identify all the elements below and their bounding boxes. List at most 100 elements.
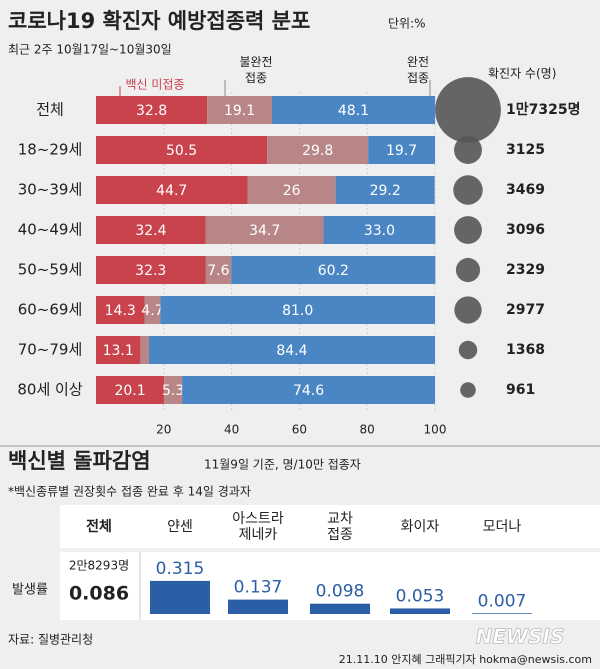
count-label: 961 [506, 382, 535, 398]
category-label: 전체 [36, 101, 64, 119]
column-header: 교차 접종 [327, 511, 353, 543]
value-label: 0.053 [396, 586, 445, 606]
value-label: 32.8 [136, 103, 167, 119]
bar-segment [164, 376, 183, 404]
legend-label: 백신 미접종 [125, 78, 184, 92]
value-label: 19.1 [224, 103, 255, 119]
bar-segment [267, 136, 369, 164]
value-label: 44.7 [156, 183, 187, 199]
value-label: 4.7 [141, 303, 163, 319]
legend-label: 완전 접종 [407, 55, 429, 85]
value-label: 50.5 [166, 143, 197, 159]
x-tick-label: 100 [424, 423, 447, 437]
row-label: 발생률 [12, 583, 48, 598]
count-label: 2977 [506, 302, 545, 318]
category-label: 80세 이상 [17, 381, 82, 399]
category-label: 40~49세 [18, 221, 83, 239]
category-label: 50~59세 [18, 261, 83, 279]
value-label: 0.137 [234, 578, 283, 598]
bar-segment [96, 216, 206, 244]
value-label: 32.3 [135, 263, 166, 279]
bar-segment [96, 336, 141, 364]
count-label: 3469 [506, 182, 545, 198]
subtitle: 11월9일 기준, 명/10만 접종자 [204, 458, 361, 472]
legend-label: 불완전 접종 [239, 55, 272, 85]
total-count: 2만8293명 [69, 559, 129, 573]
count-title: 확진자 수(명) [488, 67, 556, 81]
bar-segment [335, 176, 435, 204]
column-header: 모더나 [483, 519, 522, 535]
bar-segment [144, 296, 161, 324]
bar-segment [96, 376, 165, 404]
logo: NEWSIS [476, 625, 565, 649]
count-label: 1368 [506, 342, 545, 358]
x-tick-label: 40 [224, 423, 239, 437]
value-label: 81.0 [282, 303, 313, 319]
value-label: 19.7 [386, 143, 417, 159]
count-bubble [454, 136, 482, 164]
value-label: 20.1 [114, 383, 145, 399]
source: 자료: 질병관리청 [8, 633, 93, 647]
value-label: 0.007 [478, 591, 527, 611]
bar [310, 603, 370, 614]
bar-segment [96, 296, 145, 324]
bar-segment [271, 96, 435, 124]
bar-segment [140, 336, 149, 364]
category-label: 18~29세 [18, 141, 83, 159]
category-label: 60~69세 [18, 301, 83, 319]
value-label: 29.2 [370, 183, 401, 199]
column-header: 화이자 [401, 519, 440, 535]
table-header [60, 505, 600, 548]
bar-segment [323, 216, 436, 244]
bar-segment [160, 296, 435, 324]
count-bubble [454, 216, 482, 244]
bar-segment [231, 256, 436, 284]
total-rate: 0.086 [69, 583, 129, 605]
column-header: 전체 [86, 518, 112, 535]
category-label: 70~79세 [18, 341, 83, 359]
unit: 단위:% [388, 17, 426, 31]
count-bubble [453, 175, 483, 205]
bar [472, 613, 532, 614]
value-label: 0.315 [156, 559, 205, 579]
note: *백신종류별 권장횟수 접종 완료 후 14일 경과자 [8, 485, 251, 499]
count-label: 2329 [506, 262, 545, 278]
bar [228, 599, 288, 614]
bar-segment [205, 216, 324, 244]
bar-segment [368, 136, 435, 164]
count-label: 3096 [506, 222, 545, 238]
value-label: 60.2 [318, 263, 349, 279]
value-label: 34.7 [249, 223, 280, 239]
value-label: 26 [283, 183, 301, 199]
subtitle: 최근 2주 10월17일~10월30일 [8, 43, 172, 57]
bar-segment [247, 176, 336, 204]
value-label: 32.4 [135, 223, 166, 239]
value-label: 0.098 [316, 582, 365, 602]
x-tick-label: 80 [360, 423, 375, 437]
bar-segment [96, 176, 248, 204]
bar-segment [205, 256, 232, 284]
count-bubble [435, 77, 501, 143]
column-header: 아스트라 제네카 [232, 511, 284, 543]
bar-segment [207, 96, 272, 124]
category-label: 30~39세 [18, 181, 83, 199]
count-bubble [458, 340, 478, 360]
x-tick-label: 60 [292, 423, 307, 437]
value-label: 74.6 [293, 383, 324, 399]
bar-segment [96, 96, 208, 124]
bar-segment [96, 136, 268, 164]
value-label: 13.1 [103, 343, 134, 359]
x-tick-label: 20 [156, 423, 171, 437]
bar [150, 580, 210, 614]
count-bubble [460, 382, 476, 398]
bar-segment [96, 256, 206, 284]
chart-title: 코로나19 확진자 예방접종력 분포 [8, 9, 310, 33]
value-label: 33.0 [364, 223, 395, 239]
column-header: 얀센 [167, 519, 193, 535]
bar-segment [182, 376, 435, 404]
value-label: 14.3 [105, 303, 136, 319]
count-label: 1만7325명 [506, 101, 580, 118]
chart-title: 백신별 돌파감염 [8, 449, 151, 473]
value-label: 5.3 [162, 383, 184, 399]
